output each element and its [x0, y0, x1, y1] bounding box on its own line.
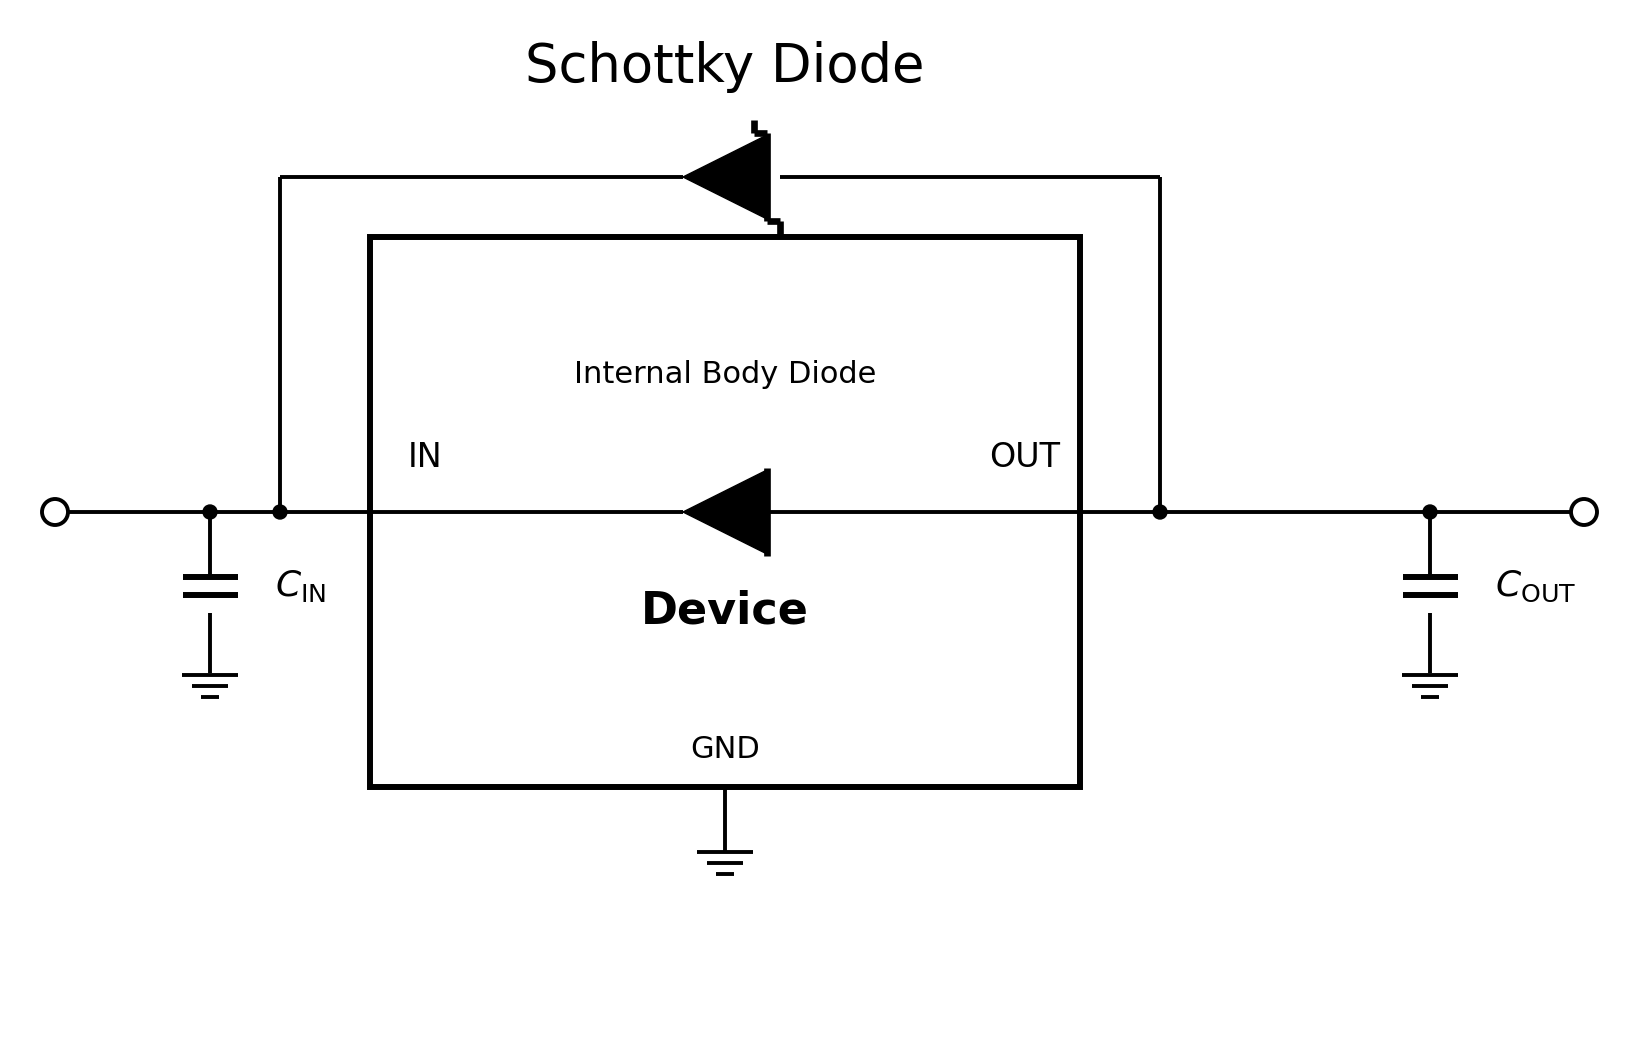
Circle shape [43, 499, 67, 525]
Text: Schottky Diode: Schottky Diode [526, 41, 924, 93]
Text: OUT: OUT [990, 441, 1060, 474]
Text: Device: Device [641, 590, 810, 632]
Circle shape [1423, 505, 1437, 519]
Polygon shape [683, 135, 767, 219]
Circle shape [203, 505, 216, 519]
Circle shape [1572, 499, 1596, 525]
Circle shape [1152, 505, 1167, 519]
Text: $C_{\rm OUT}$: $C_{\rm OUT}$ [1495, 569, 1575, 604]
Text: Internal Body Diode: Internal Body Diode [574, 360, 877, 389]
Circle shape [274, 505, 287, 519]
Text: IN: IN [408, 441, 443, 474]
Polygon shape [683, 470, 767, 554]
Text: $C_{\rm IN}$: $C_{\rm IN}$ [275, 568, 326, 604]
Text: GND: GND [690, 735, 760, 763]
Bar [370, 237, 1080, 787]
